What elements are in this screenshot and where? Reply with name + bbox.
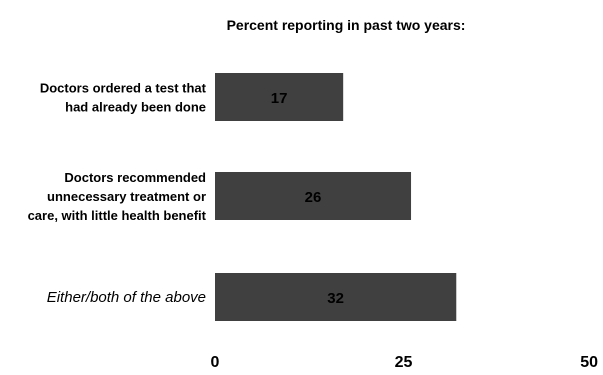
x-tick-0: 0 bbox=[211, 354, 220, 371]
x-tick-25: 25 bbox=[395, 354, 413, 371]
category-label-1: Doctors ordered a test that had already b… bbox=[40, 81, 207, 115]
bar-1 bbox=[215, 73, 344, 121]
chart-title: Percent reporting in past two years: bbox=[227, 17, 466, 33]
bars bbox=[215, 73, 457, 321]
bar-2 bbox=[215, 172, 412, 220]
x-tick-50: 50 bbox=[580, 354, 598, 371]
bar-3 bbox=[215, 273, 457, 321]
data-label-3: 32 bbox=[327, 290, 344, 307]
x-axis-ticks: 0 25 50 bbox=[211, 354, 599, 371]
category-label-2: Doctors recommended unnecessary treatment… bbox=[28, 170, 207, 223]
data-label-2: 26 bbox=[305, 189, 322, 206]
data-label-1: 17 bbox=[271, 90, 288, 107]
category-labels: Doctors ordered a test that had already b… bbox=[28, 81, 207, 307]
data-labels: 17 26 32 bbox=[271, 90, 344, 307]
category-label-3: Either/both of the above bbox=[47, 289, 206, 306]
